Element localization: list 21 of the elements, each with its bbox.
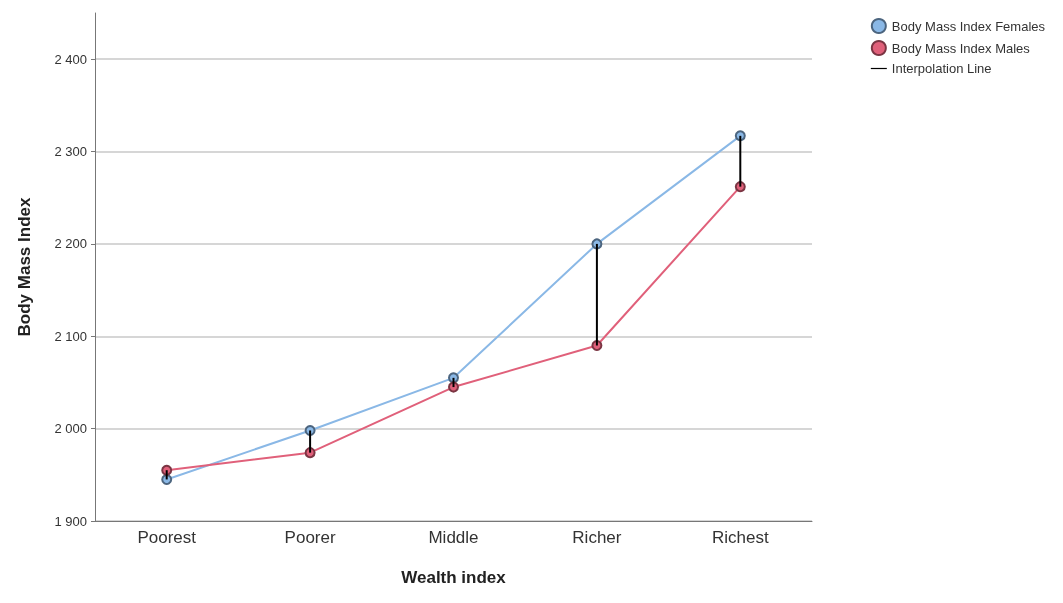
bar [595,243,598,346]
x-tick-label: Middle [428,528,479,547]
x-axis-title: Wealth index [401,568,507,587]
bar [452,377,455,388]
x-tick-label: Poorer [284,528,336,547]
y-tick-label: 2 300 [54,144,87,160]
legend-label: Interpolation Line [891,61,992,76]
bar [739,135,742,187]
y-tick-label: 2 100 [54,328,87,344]
legend-label: Body Mass Index Females [891,18,1046,34]
y-tick-label: 2 400 [54,51,87,67]
legend-label: Body Mass Index Males [891,40,1031,56]
bar [309,430,312,453]
y-tick-label: 2 200 [54,236,87,252]
x-tick-label: Richer [572,528,622,547]
bar [165,470,168,480]
y-axis-title: Body Mass Index [15,197,34,337]
y-tick-label: 1 900 [54,513,87,529]
x-tick-label: Richest [711,528,769,547]
x-tick-label: Poorest [137,528,197,547]
y-tick-label: 2 000 [54,421,87,437]
